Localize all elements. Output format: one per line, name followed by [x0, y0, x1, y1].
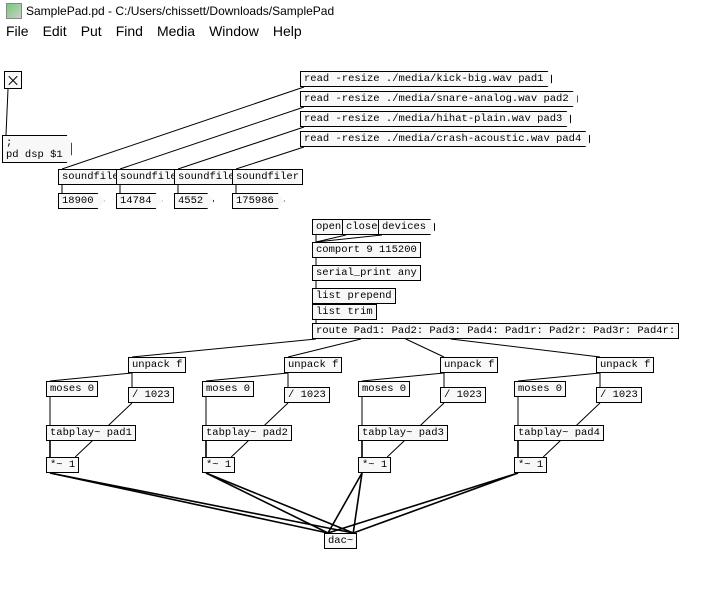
unpack-1[interactable]: unpack f	[128, 357, 186, 373]
moses-4[interactable]: moses 0	[514, 381, 566, 397]
unpack-3[interactable]: unpack f	[440, 357, 498, 373]
multiply-2[interactable]: *~ 1	[202, 457, 235, 473]
read-hihat-msg[interactable]: read -resize ./media/hihat-plain.wav pad…	[300, 111, 571, 127]
tabplay-4[interactable]: tabplay~ pad4	[514, 425, 604, 441]
route-pads[interactable]: route Pad1: Pad2: Pad3: Pad4: Pad1r: Pad…	[312, 323, 679, 339]
devices-msg[interactable]: devices	[378, 219, 435, 235]
multiply-4[interactable]: *~ 1	[514, 457, 547, 473]
moses-3[interactable]: moses 0	[358, 381, 410, 397]
menu-file[interactable]: File	[6, 23, 29, 39]
comport[interactable]: comport 9 115200	[312, 242, 421, 258]
app-icon	[6, 3, 22, 19]
list-trim[interactable]: list trim	[312, 304, 377, 320]
samples-1[interactable]: 18900	[58, 193, 105, 209]
unpack-4[interactable]: unpack f	[596, 357, 654, 373]
menu-put[interactable]: Put	[81, 23, 102, 39]
menu-find[interactable]: Find	[116, 23, 143, 39]
list-prepend[interactable]: list prepend	[312, 288, 396, 304]
moses-2[interactable]: moses 0	[202, 381, 254, 397]
div-3[interactable]: / 1023	[440, 387, 486, 403]
tabplay-3[interactable]: tabplay~ pad3	[358, 425, 448, 441]
menu-media[interactable]: Media	[157, 23, 195, 39]
menu-window[interactable]: Window	[209, 23, 259, 39]
unpack-2[interactable]: unpack f	[284, 357, 342, 373]
menu-edit[interactable]: Edit	[43, 23, 67, 39]
moses-1[interactable]: moses 0	[46, 381, 98, 397]
patch-canvas[interactable]: ; pd dsp $1 read -resize ./media/kick-big…	[0, 43, 720, 600]
div-1[interactable]: / 1023	[128, 387, 174, 403]
menubar[interactable]: File Edit Put Find Media Window Help	[0, 19, 720, 43]
soundfiler-4[interactable]: soundfiler	[232, 169, 303, 185]
multiply-1[interactable]: *~ 1	[46, 457, 79, 473]
dsp-toggle[interactable]	[4, 71, 22, 89]
multiply-3[interactable]: *~ 1	[358, 457, 391, 473]
dac[interactable]: dac~	[324, 533, 357, 549]
titlebar: SamplePad.pd - C:/Users/chissett/Downloa…	[0, 0, 720, 19]
tabplay-2[interactable]: tabplay~ pad2	[202, 425, 292, 441]
samples-4[interactable]: 175986	[232, 193, 285, 209]
dsp-message[interactable]: ; pd dsp $1	[2, 135, 72, 163]
window-title: SamplePad.pd - C:/Users/chissett/Downloa…	[26, 4, 334, 18]
tabplay-1[interactable]: tabplay~ pad1	[46, 425, 136, 441]
samples-2[interactable]: 14784	[116, 193, 163, 209]
div-4[interactable]: / 1023	[596, 387, 642, 403]
menu-help[interactable]: Help	[273, 23, 302, 39]
div-2[interactable]: / 1023	[284, 387, 330, 403]
serial-print[interactable]: serial_print any	[312, 265, 421, 281]
read-snare-msg[interactable]: read -resize ./media/snare-analog.wav pa…	[300, 91, 578, 107]
samples-3[interactable]: 4552	[174, 193, 214, 209]
read-crash-msg[interactable]: read -resize ./media/crash-acoustic.wav …	[300, 131, 590, 147]
read-kick-msg[interactable]: read -resize ./media/kick-big.wav pad1	[300, 71, 552, 87]
